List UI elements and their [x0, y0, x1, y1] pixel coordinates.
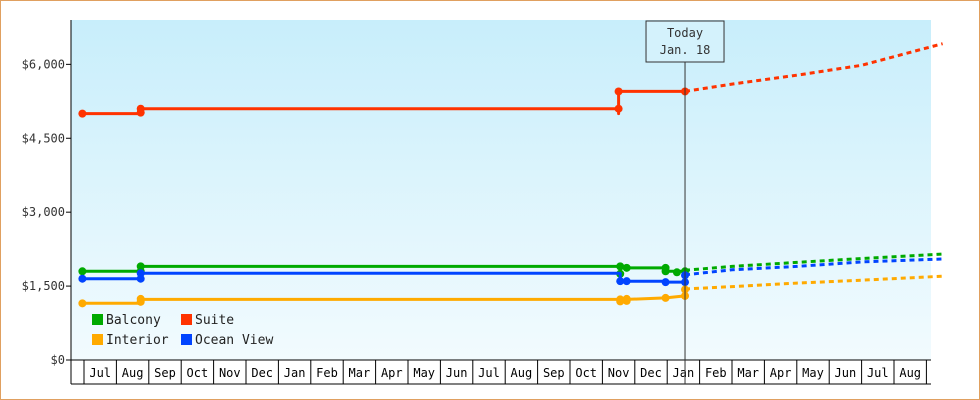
legend-item: Balcony [92, 313, 161, 328]
x-tick-label: Feb [316, 366, 338, 380]
data-point [616, 297, 625, 306]
series-lines [78, 42, 943, 308]
today-marker: Today Jan. 18 [645, 20, 725, 384]
x-tick-label: Jan [673, 366, 695, 380]
data-point [136, 104, 145, 113]
x-tick-label: Jun [446, 366, 468, 380]
today-box [645, 20, 725, 63]
x-tick-label: May [413, 366, 435, 380]
series-projection [684, 252, 943, 272]
x-tick-label: Nov [608, 366, 630, 380]
legend-label: Suite [195, 313, 234, 328]
y-tick-label: $0 [51, 353, 65, 367]
legend-swatch [92, 314, 103, 325]
legend-item: Interior [92, 333, 169, 348]
y-tick-label: $4,500 [22, 131, 65, 145]
legend: Balcony Suite Interior Ocean View [92, 313, 273, 348]
x-tick-label: Apr [381, 366, 403, 380]
data-point [661, 278, 670, 287]
x-tick-label: Oct [575, 366, 597, 380]
data-point [661, 267, 670, 276]
x-tick-label: Jul [867, 366, 889, 380]
legend-item: Ocean View [181, 333, 273, 348]
y-axis: $0 $1,500 $3,000 $4,500 $6,000 [22, 20, 72, 367]
legend-label: Ocean View [195, 333, 273, 348]
x-tick-label: Jun [835, 366, 857, 380]
plot-area [71, 20, 931, 360]
x-tick-label: Dec [251, 366, 273, 380]
series-projection [684, 42, 943, 93]
legend-swatch [181, 334, 192, 345]
legend-label: Interior [106, 333, 169, 348]
x-tick-label: Sep [154, 366, 176, 380]
data-point [136, 294, 145, 303]
x-tick-label: Aug [899, 366, 921, 380]
series-interior [78, 274, 943, 308]
data-point [78, 274, 87, 283]
x-tick-label: Apr [770, 366, 792, 380]
legend-label: Balcony [106, 313, 161, 328]
x-tick-label: Jul [89, 366, 111, 380]
data-point [622, 263, 631, 272]
legend-swatch [181, 314, 192, 325]
data-point [136, 269, 145, 278]
data-point [622, 277, 631, 286]
y-tick-label: $6,000 [22, 57, 65, 71]
x-tick-label: Feb [705, 366, 727, 380]
data-point [614, 87, 623, 96]
series-projection [684, 274, 943, 291]
x-tick-label: Nov [219, 366, 241, 380]
data-point [661, 293, 670, 302]
series-projection [684, 257, 943, 277]
data-point [614, 104, 623, 113]
x-tick-label: Mar [349, 366, 371, 380]
y-tick-label: $1,500 [22, 279, 65, 293]
legend-item: Suite [181, 313, 234, 328]
data-point [616, 262, 625, 271]
data-point [136, 262, 145, 271]
x-tick-label: Mar [737, 366, 759, 380]
x-tick-label: Aug [511, 366, 533, 380]
y-tick-label: $3,000 [22, 205, 65, 219]
x-axis: Jul Aug Sep Oct Nov Dec Jan Feb Mar Apr May Jun Jul A… [70, 359, 931, 385]
today-date: Jan. 18 [660, 43, 711, 57]
legend-swatch [92, 334, 103, 345]
data-point [622, 294, 631, 303]
data-point [78, 109, 87, 118]
x-tick-label: Jul [478, 366, 500, 380]
x-tick-label: Aug [122, 366, 144, 380]
x-tick-label: Sep [543, 366, 565, 380]
data-point [672, 268, 681, 277]
x-tick-label: Jan [284, 366, 306, 380]
series-ocean-view [78, 257, 943, 287]
data-point [616, 277, 625, 286]
today-label: Today [667, 26, 703, 40]
x-tick-label: Dec [640, 366, 662, 380]
data-point [78, 299, 87, 308]
x-tick-label: Oct [187, 366, 209, 380]
x-tick-label: May [802, 366, 824, 380]
data-point [78, 267, 87, 276]
